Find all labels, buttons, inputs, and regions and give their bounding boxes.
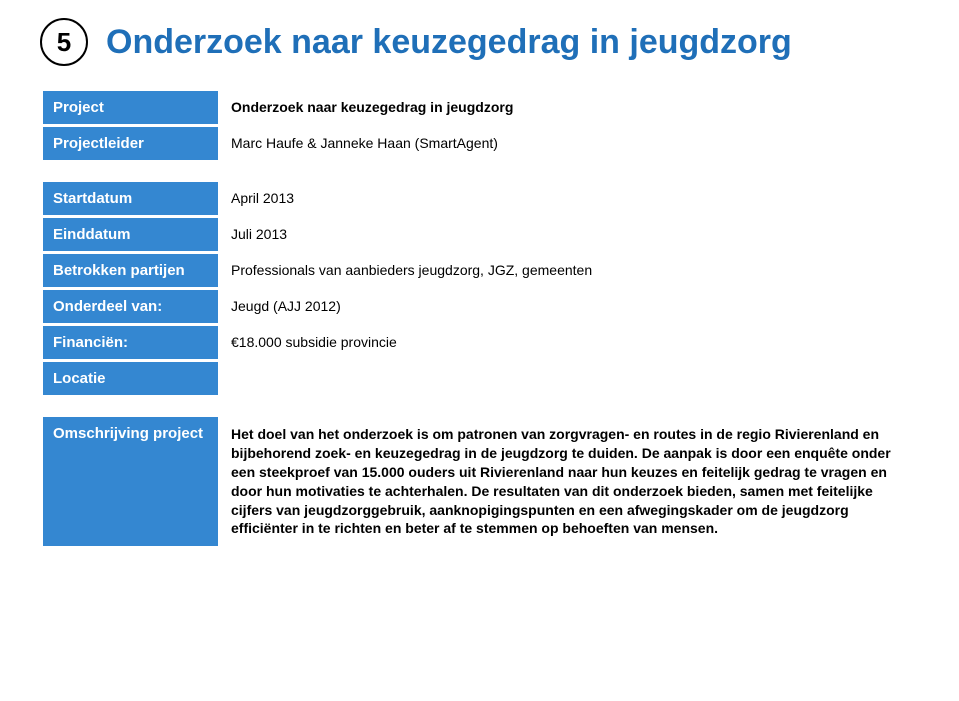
row-label: Betrokken partijen bbox=[43, 254, 218, 287]
table-row: Startdatum April 2013 bbox=[43, 182, 916, 215]
row-value: €18.000 subsidie provincie bbox=[221, 326, 916, 359]
badge-number: 5 bbox=[57, 27, 71, 58]
table-row: Onderdeel van: Jeugd (AJJ 2012) bbox=[43, 290, 916, 323]
row-label: Onderdeel van: bbox=[43, 290, 218, 323]
row-value: Onderzoek naar keuzegedrag in jeugdzorg bbox=[221, 91, 916, 124]
row-label: Projectleider bbox=[43, 127, 218, 160]
page-title: Onderzoek naar keuzegedrag in jeugdzorg bbox=[106, 23, 792, 62]
row-value: Marc Haufe & Janneke Haan (SmartAgent) bbox=[221, 127, 916, 160]
table-row: Omschrijving project Het doel van het on… bbox=[43, 417, 916, 546]
row-label: Locatie bbox=[43, 362, 218, 395]
row-label: Einddatum bbox=[43, 218, 218, 251]
description-value: Het doel van het onderzoek is om patrone… bbox=[221, 417, 916, 546]
section-gap bbox=[43, 163, 916, 179]
table-row: Betrokken partijen Professionals van aan… bbox=[43, 254, 916, 287]
section-gap bbox=[43, 398, 916, 414]
row-value: Juli 2013 bbox=[221, 218, 916, 251]
row-label: Project bbox=[43, 91, 218, 124]
row-label: Omschrijving project bbox=[43, 417, 218, 546]
row-value: April 2013 bbox=[221, 182, 916, 215]
header-row: 5 Onderzoek naar keuzegedrag in jeugdzor… bbox=[40, 18, 919, 66]
row-value: Jeugd (AJJ 2012) bbox=[221, 290, 916, 323]
row-value: Professionals van aanbieders jeugdzorg, … bbox=[221, 254, 916, 287]
row-value bbox=[221, 362, 916, 395]
page-number-badge: 5 bbox=[40, 18, 88, 66]
row-label: Startdatum bbox=[43, 182, 218, 215]
table-row: Projectleider Marc Haufe & Janneke Haan … bbox=[43, 127, 916, 160]
row-label: Financiën: bbox=[43, 326, 218, 359]
project-info-table: Project Onderzoek naar keuzegedrag in je… bbox=[40, 88, 919, 549]
table-row: Financiën: €18.000 subsidie provincie bbox=[43, 326, 916, 359]
table-row: Locatie bbox=[43, 362, 916, 395]
table-row: Project Onderzoek naar keuzegedrag in je… bbox=[43, 91, 916, 124]
table-row: Einddatum Juli 2013 bbox=[43, 218, 916, 251]
